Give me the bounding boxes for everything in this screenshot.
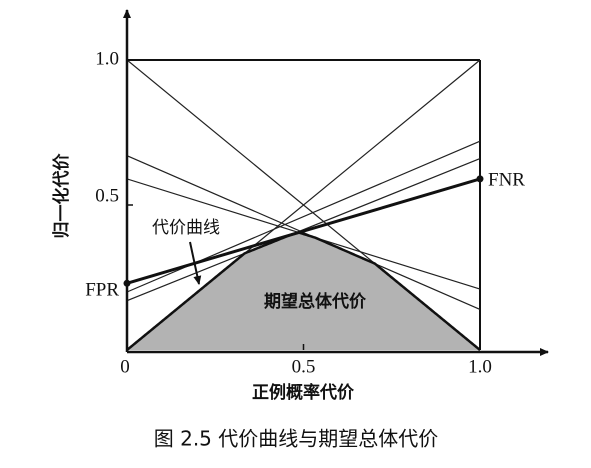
caption: 图 2.5 代价曲线与期望总体代价 — [154, 427, 439, 451]
expected-cost-outline — [126, 231, 481, 351]
annotation-arrow — [189, 241, 202, 285]
y-tick-label: 0.5 — [95, 185, 119, 206]
plot-area — [126, 59, 481, 351]
x-tick-label: 0 — [120, 356, 130, 377]
fpr-label: FPR — [85, 280, 119, 301]
cost-curve — [126, 177, 481, 285]
y-tick-label: 1.0 — [95, 48, 119, 69]
expected-cost-area — [127, 232, 480, 350]
x-tick-label: 0.5 — [292, 356, 316, 377]
endpoint — [123, 279, 131, 287]
curve-label: 代价曲线 — [152, 218, 220, 238]
endpoint — [476, 175, 484, 183]
fnr-label: FNR — [488, 169, 525, 190]
x-axis-label: 正例概率代价 — [252, 382, 355, 403]
x-tick-label: 1.0 — [468, 356, 492, 377]
y-axis-label: 归一化代价 — [51, 153, 72, 239]
area-label: 期望总体代价 — [264, 291, 367, 312]
